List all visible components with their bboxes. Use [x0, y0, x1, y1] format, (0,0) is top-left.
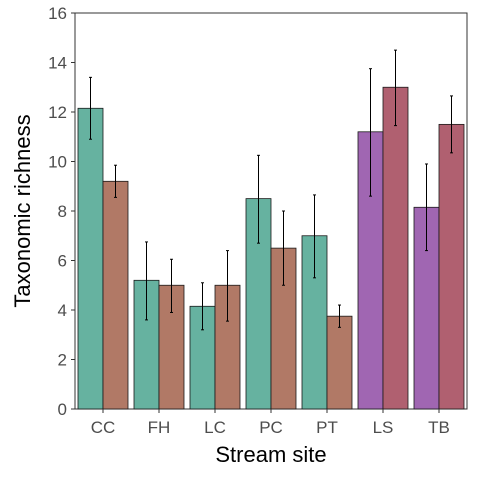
y-tick-label-14: 14 [48, 54, 67, 73]
y-axis-title: Taxonomic richness [10, 114, 35, 307]
x-tick-label-cc: CC [91, 418, 116, 437]
x-tick-label-lc: LC [204, 418, 226, 437]
y-axis: 0 2 4 6 8 10 12 14 16 [48, 4, 75, 419]
errorbar-pc-2 [282, 210, 285, 286]
bar-pt-2 [326, 315, 353, 410]
errorbar-pt-1 [313, 194, 316, 279]
errorbar-cc-2 [114, 164, 117, 198]
bar-tb-2 [438, 123, 465, 410]
bar-cc-1 [77, 107, 104, 410]
bar-fh-2 [158, 284, 185, 410]
y-tick-label-12: 12 [48, 103, 67, 122]
errorbar-pt-2 [338, 304, 341, 328]
x-tick-label-ls: LS [373, 418, 394, 437]
errorbar-ls-1 [369, 68, 372, 197]
y-tick-label-6: 6 [58, 252, 67, 271]
errorbar-ls-2 [394, 49, 397, 127]
errorbar-tb-1 [425, 163, 428, 252]
y-tick-label-0: 0 [58, 400, 67, 419]
errorbar-cc-1 [89, 76, 92, 140]
y-tick-label-16: 16 [48, 4, 67, 23]
bar-pc-2 [270, 247, 297, 410]
errorbar-pc-1 [257, 154, 260, 244]
y-tick-label-4: 4 [58, 301, 67, 320]
y-tick-label-2: 2 [58, 351, 67, 370]
bar-cc-2 [102, 180, 129, 410]
x-tick-label-fh: FH [148, 418, 171, 437]
x-tick-label-tb: TB [428, 418, 450, 437]
x-tick-label-pt: PT [316, 418, 338, 437]
x-axis: CC FH LC PC PT LS TB [91, 409, 450, 437]
y-tick-label-10: 10 [48, 153, 67, 172]
y-tick-label-8: 8 [58, 202, 67, 221]
x-axis-title: Stream site [215, 442, 326, 467]
errorbar-lc-2 [226, 250, 229, 322]
x-tick-label-pc: PC [259, 418, 283, 437]
errorbar-tb-2 [450, 95, 453, 154]
errorbar-fh-1 [145, 241, 148, 321]
errorbars-layer [89, 49, 453, 331]
errorbar-lc-1 [201, 282, 204, 331]
bar-ls-2 [382, 86, 409, 410]
errorbar-fh-2 [170, 258, 173, 313]
